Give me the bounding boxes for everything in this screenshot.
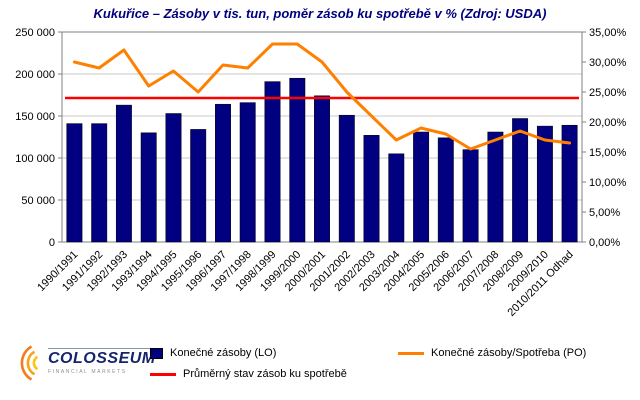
- chart-title: Kukuřice – Zásoby v tis. tun, poměr záso…: [93, 6, 547, 21]
- chart-legend: Konečné zásoby (LO) Konečné zásoby/Spotř…: [150, 347, 608, 380]
- bar: [190, 129, 207, 243]
- legend-label-stocks: Konečné zásoby (LO): [170, 347, 277, 359]
- logo-text-block: COLOSSEUM FINANCIAL MARKETS: [48, 348, 156, 375]
- left-axis-label: 50 000: [21, 195, 55, 207]
- red-line-swatch-icon: [150, 372, 176, 376]
- legend-label-ratio: Konečné zásoby/Spotřeba (PO): [431, 347, 587, 359]
- bar: [413, 131, 430, 243]
- bar: [338, 114, 355, 243]
- right-axis-label: 25,00%: [589, 87, 627, 99]
- bar: [561, 124, 578, 243]
- bar: [512, 118, 529, 243]
- bar: [140, 132, 157, 243]
- right-axis-label: 30,00%: [589, 57, 627, 69]
- left-axis-label: 250 000: [15, 27, 55, 39]
- bar-swatch-icon: [150, 347, 163, 359]
- bar: [239, 102, 256, 243]
- chart-plot: 0 50 000 100 000 150 000 200 000 250 000 0,00%…: [15, 27, 627, 319]
- legend-item-ratio: Konečné zásoby/Spotřeba (PO): [398, 347, 608, 359]
- bar: [264, 81, 281, 243]
- bar: [289, 77, 306, 243]
- right-axis-label: 20,00%: [589, 117, 627, 129]
- bar: [536, 125, 553, 243]
- logo-subtitle: FINANCIAL MARKETS: [48, 368, 127, 375]
- logo-name: COLOSSEUM: [48, 350, 156, 367]
- colosseum-logo-icon: [20, 345, 39, 381]
- bar: [363, 135, 380, 243]
- bar: [215, 103, 231, 243]
- bar: [462, 149, 479, 243]
- legend-item-average: Průměrný stav zásob ku spotřebě: [150, 368, 398, 380]
- right-axis-label: 15,00%: [589, 147, 627, 159]
- left-axis-label: 100 000: [15, 153, 55, 165]
- ratio-line: [72, 42, 572, 151]
- right-axis-label: 35,00%: [589, 27, 627, 39]
- bar: [437, 137, 454, 243]
- bar: [165, 113, 182, 243]
- colosseum-logo: COLOSSEUM FINANCIAL MARKETS: [8, 342, 156, 386]
- right-axis-label: 10,00%: [589, 177, 627, 189]
- bar: [388, 153, 405, 243]
- right-axis-label: 5,00%: [589, 207, 620, 219]
- bar: [91, 123, 108, 243]
- legend-item-stocks: Konečné zásoby (LO): [150, 347, 398, 359]
- right-axis-label: 0,00%: [589, 237, 620, 249]
- bar: [487, 131, 504, 243]
- left-axis-label: 0: [49, 237, 55, 249]
- legend-label-average: Průměrný stav zásob ku spotřebě: [183, 368, 347, 380]
- orange-line-swatch-icon: [398, 351, 424, 355]
- left-axis-label: 200 000: [15, 69, 55, 81]
- bar: [115, 104, 132, 243]
- left-axis-label: 150 000: [15, 111, 55, 123]
- bar: [66, 123, 83, 243]
- bar: [314, 95, 330, 243]
